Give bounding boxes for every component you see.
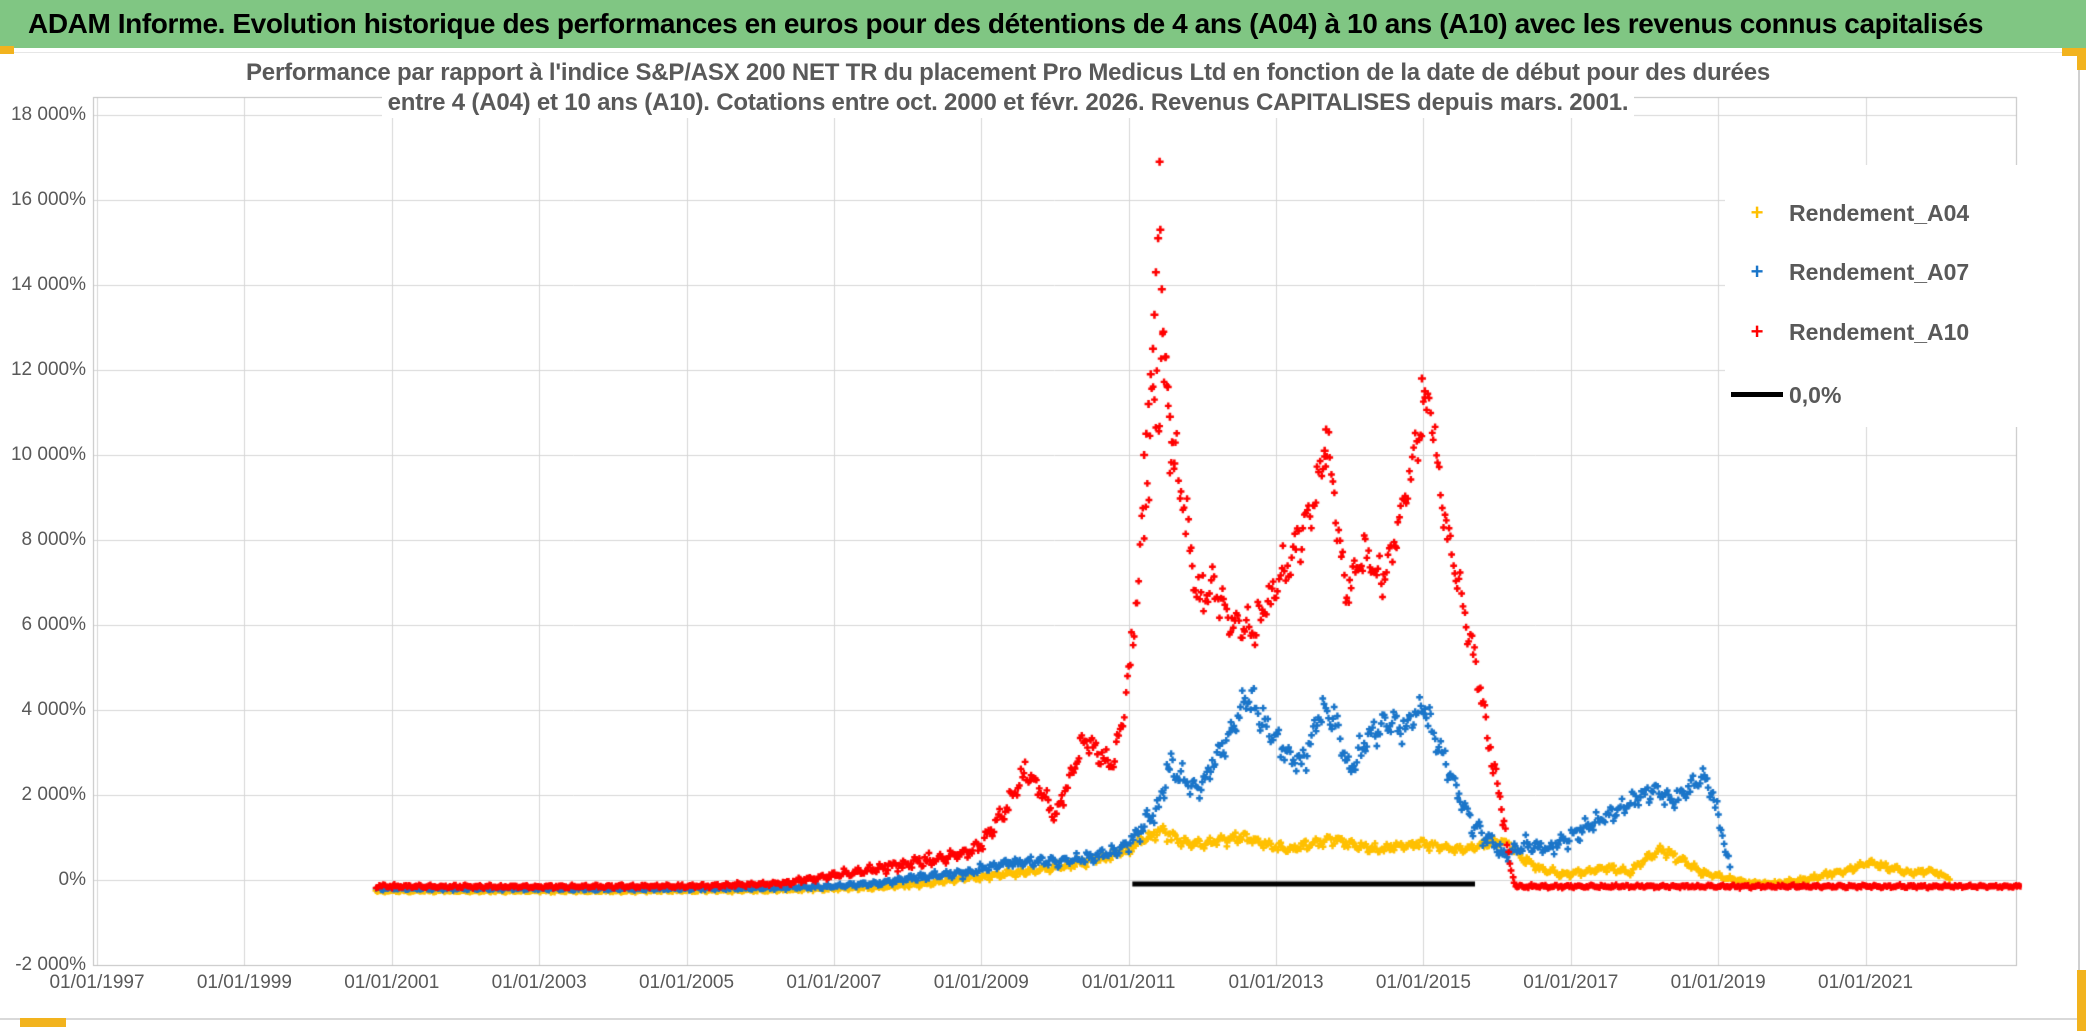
chart-title-line1: Performance par rapport à l'indice S&P/A… [239, 58, 1777, 88]
y-tick-label: 8 000% [21, 529, 86, 550]
plus-marker-icon: + [1725, 258, 1789, 284]
x-tick-label: 01/01/1997 [49, 972, 145, 993]
legend-label: Rendement_A07 [1789, 258, 1970, 285]
sheet-title-banner: ADAM Informe. Evolution historique des p… [0, 0, 2086, 48]
x-tick-label: 01/01/2021 [1818, 972, 1914, 993]
selection-handle[interactable] [20, 1018, 66, 1027]
y-tick-label: 12 000% [10, 359, 86, 380]
plus-marker-icon: + [1725, 318, 1789, 344]
x-tick-label: 01/01/2007 [786, 972, 882, 993]
selection-handle[interactable] [2077, 48, 2086, 70]
selection-handle[interactable] [2062, 48, 2086, 56]
line-marker-icon [1725, 386, 1789, 404]
chart-title-line2: entre 4 (A04) et 10 ans (A10). Cotations… [381, 88, 1635, 118]
y-tick-label: 10 000% [10, 444, 86, 465]
line-marker-icon [1731, 392, 1783, 398]
x-tick-label: 01/01/2003 [491, 972, 587, 993]
y-tick-label: 14 000% [10, 274, 86, 295]
x-tick-label: 01/01/2001 [344, 972, 440, 993]
y-tick-label: 16 000% [10, 189, 86, 210]
legend-item[interactable]: 0,0% [1725, 378, 2077, 412]
plus-marker-icon: + [1750, 199, 1764, 225]
x-tick-label: 01/01/2017 [1523, 972, 1619, 993]
sheet-title-text: ADAM Informe. Evolution historique des p… [28, 8, 1984, 39]
x-tick-label: 01/01/2015 [1375, 972, 1471, 993]
chart-title: Performance par rapport à l'indice S&P/A… [93, 58, 1923, 118]
selection-handle[interactable] [2077, 970, 2086, 1031]
y-tick-label: 2 000% [21, 784, 86, 805]
y-tick-label: 18 000% [10, 104, 86, 125]
plus-marker-icon: + [1725, 199, 1789, 225]
x-tick-label: 01/01/2011 [1081, 972, 1176, 993]
plus-marker-icon: + [1750, 258, 1764, 284]
legend-item[interactable]: + Rendement_A07 [1725, 255, 2077, 289]
y-tick-label: 4 000% [21, 699, 86, 720]
y-tick-label: 0% [58, 869, 86, 890]
y-tick-label: 6 000% [21, 614, 86, 635]
x-tick-label: 01/01/2019 [1670, 972, 1766, 993]
x-tick-label: 01/01/2013 [1228, 972, 1324, 993]
plus-marker-icon: + [1750, 318, 1764, 344]
chart-legend[interactable]: + Rendement_A04 + Rendement_A07 + Rendement_A… [1725, 165, 2077, 427]
legend-item[interactable]: + Rendement_A04 [1725, 196, 2077, 230]
legend-label: 0,0% [1789, 381, 1842, 408]
selection-handle[interactable] [0, 46, 14, 54]
legend-label: Rendement_A04 [1789, 199, 1970, 226]
x-tick-label: 01/01/1999 [196, 972, 292, 993]
legend-label: Rendement_A10 [1789, 318, 1970, 345]
legend-item[interactable]: + Rendement_A10 [1725, 315, 2077, 349]
x-tick-label: 01/01/2005 [638, 972, 735, 993]
x-tick-label: 01/01/2009 [933, 972, 1029, 993]
y-tick-label: -2 000% [15, 954, 86, 975]
